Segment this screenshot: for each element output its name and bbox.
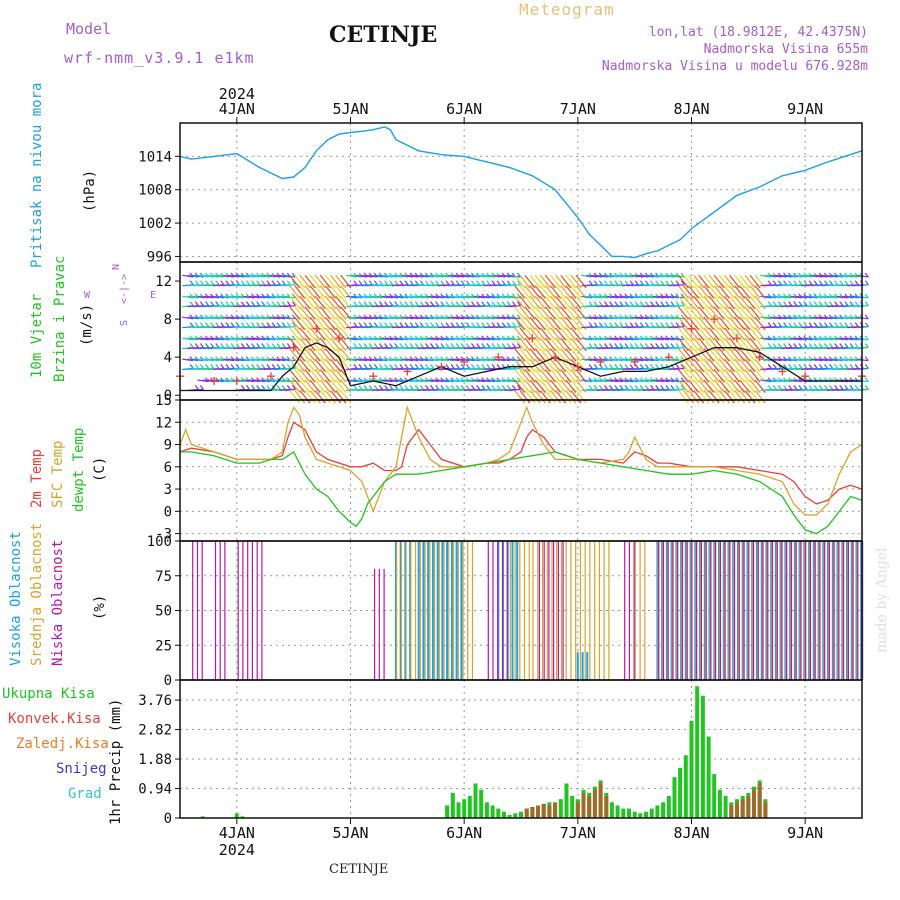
model-label: Model [66,20,112,38]
ytick-label-2-6: 15 [155,393,172,409]
xtick-bottom-label-4: 8JAN [673,824,709,842]
compass-s: S [119,320,130,326]
panel-frame-0 [179,122,863,263]
temp-sfc-line [179,405,863,516]
ytick-label-0-3: 1014 [138,149,172,165]
wind-gust-marker [335,334,344,343]
wind-speed-line [180,342,862,392]
xtick-bottom-label-2: 6JAN [446,824,482,842]
wind-gust-marker [437,362,446,371]
wind-gust-marker [266,372,275,381]
cloud-low-bars [192,541,864,680]
xtick-top-label-3: 7JAN [560,100,596,118]
ytick-label-4-1: 0.94 [138,782,172,798]
wind-gust-marker [687,324,696,333]
ytick-label-3-1: 25 [155,638,172,654]
ytick-label-0-0: 996 [147,249,172,265]
ytick-label-2-0: -3 [155,527,172,543]
precip-frozen-label: Zaledj.Kisa [16,736,109,752]
ytick-label-0-2: 1008 [138,183,172,199]
model-altitude-text: Nadmorska Visina u modelu 676.928m [601,59,868,74]
ytick-label-4-2: 1.88 [138,752,172,768]
coords-text: lon,lat (18.9812E, 42.4375N) [648,25,868,40]
temp-dew-line [180,450,863,535]
model-name: wrf-nmm_v3.9.1 e1km [64,49,255,67]
xtick-top-label-2: 6JAN [446,100,482,118]
precip-total-bars [200,686,768,818]
wind-gust-marker [732,334,741,343]
wind-gust-marker [312,324,321,333]
ytick-label-4-4: 3.76 [138,693,172,709]
ytick-label-2-4: 9 [164,438,172,454]
ytick-label-1-2: 8 [164,312,172,328]
ytick-label-0-1: 1002 [138,216,172,232]
wind-gust-marker [596,357,605,366]
temp-2m-line [179,421,863,505]
wind-gust-marker [232,376,241,385]
precip-conv-bars [524,783,768,818]
location-title: CETINJE [329,22,438,48]
ytick-label-2-1: 0 [164,504,172,520]
ytick-label-3-0: 0 [164,673,172,689]
year-top-label: 2024 [219,85,255,103]
pressure-line [179,126,863,259]
ytick-label-1-3: 12 [155,274,172,290]
wind-gust-marker [630,357,639,366]
xtick-top-label-0: 4JAN [219,100,255,118]
wind-barb-field [182,272,869,404]
wind-gust-marker [403,367,412,376]
product-title: Meteogram [519,0,615,19]
year-bottom-label: 2024 [219,841,255,859]
ytick-label-4-3: 2.82 [138,723,172,739]
wind-gust-marker [210,376,219,385]
xtick-bottom-label-0: 4JAN [219,824,255,842]
xtick-bottom-label-1: 5JAN [332,824,368,842]
ytick-label-3-3: 75 [155,569,172,585]
wind-gust-marker [801,372,810,381]
panel-frame-4 [179,679,863,819]
precip-snow-label: Snijeg [56,761,107,777]
precip-grad-label: Grad [68,786,102,802]
precip-conv-label: Konvek.Kisa [8,711,101,727]
ytick-label-1-0: 0 [164,388,172,404]
wind-gust-marker [778,367,787,376]
compass-axis: <-|-> [119,274,130,304]
xtick-top-label-5: 9JAN [787,100,823,118]
xtick-top-label-1: 5JAN [332,100,368,118]
compass-e: E [150,290,156,301]
xtick-bottom-label-5: 9JAN [787,824,823,842]
xtick-bottom-label-3: 7JAN [560,824,596,842]
ytick-label-2-3: 6 [164,460,172,476]
precip-total-label: Ukupna Kisa [2,686,95,702]
xtick-top-label-4: 8JAN [673,100,709,118]
compass-w: W [84,290,91,301]
ytick-label-3-2: 50 [155,604,172,620]
wind-gust-marker [494,353,503,362]
ytick-label-1-1: 4 [164,350,172,366]
ytick-label-2-5: 12 [155,415,172,431]
wind-gust-marker [369,372,378,381]
wind-gust-marker [573,362,582,371]
wind-gust-marker [551,353,560,362]
wind-gust-marker [710,315,719,324]
ytick-label-2-2: 3 [164,482,172,498]
wind-gust-marker [289,343,298,352]
ytick-label-4-0: 0 [164,811,172,827]
wind-gust-marker [664,353,673,362]
altitude-text: Nadmorska Visina 655m [703,42,868,57]
footer-location: CETINJE [329,862,389,877]
wind-gust-marker [460,357,469,366]
ytick-label-3-4: 100 [147,534,172,550]
wind-gust-marker [528,334,537,343]
compass-n: N [111,264,122,270]
wind-gust-marker [755,353,764,362]
